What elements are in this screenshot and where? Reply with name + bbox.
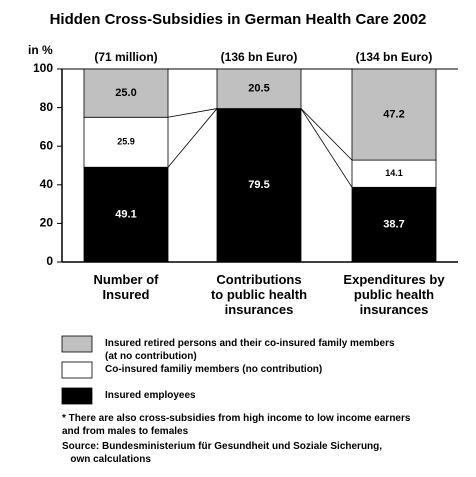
footnote: Source: Bundesministerium für Gesundheit… [62,441,383,465]
bar-annotation: (134 bn Euro) [356,50,433,64]
x-tick-label: Number of Insured [93,272,159,302]
bar-segment [351,68,437,161]
y-unit-label: in % [28,43,53,57]
bar-segment [216,68,302,109]
x-tick-label: Contributions to public health insurance… [210,272,308,317]
bar-segment [216,108,302,263]
bar-annotation: (71 million) [94,50,157,64]
legend-swatch [61,387,93,405]
bar-segment [83,166,169,263]
value-label: 25.9 [117,137,135,147]
legend-swatch [61,335,93,353]
bar-annotation: (136 bn Euro) [221,50,298,64]
connector [300,108,353,188]
value-label: 25.0 [115,87,136,99]
y-tick-label: 40 [40,177,54,191]
value-label: 20.5 [248,83,269,95]
connector [300,108,353,161]
y-tick-label: 20 [40,216,54,230]
y-tick-label: 100 [33,61,53,75]
value-label: 79.5 [248,179,269,191]
legend-swatch [61,361,93,379]
chart-title: Hidden Cross-Subsidies in German Health … [50,11,427,28]
bar-segment [83,116,169,168]
legend-label: Co-insured familiy members (no contribut… [105,364,323,375]
y-tick-label: 60 [40,138,54,152]
bar-segment [351,186,437,263]
value-label: 49.1 [115,209,136,221]
value-label: 47.2 [383,108,404,120]
connector [167,108,218,168]
value-label: 38.7 [383,219,404,231]
x-tick-label: Expenditures by public health insurances [343,272,445,317]
bar-segment [83,68,169,118]
legend-label: Insured retired persons and their co-ins… [105,338,395,362]
connector [167,108,218,118]
value-label: 14.1 [385,168,403,178]
legend-label: Insured employees [105,390,196,401]
y-tick-label: 80 [40,100,54,114]
y-tick-label: 0 [46,254,53,268]
footnote: * There are also cross-subsidies from hi… [62,413,411,437]
